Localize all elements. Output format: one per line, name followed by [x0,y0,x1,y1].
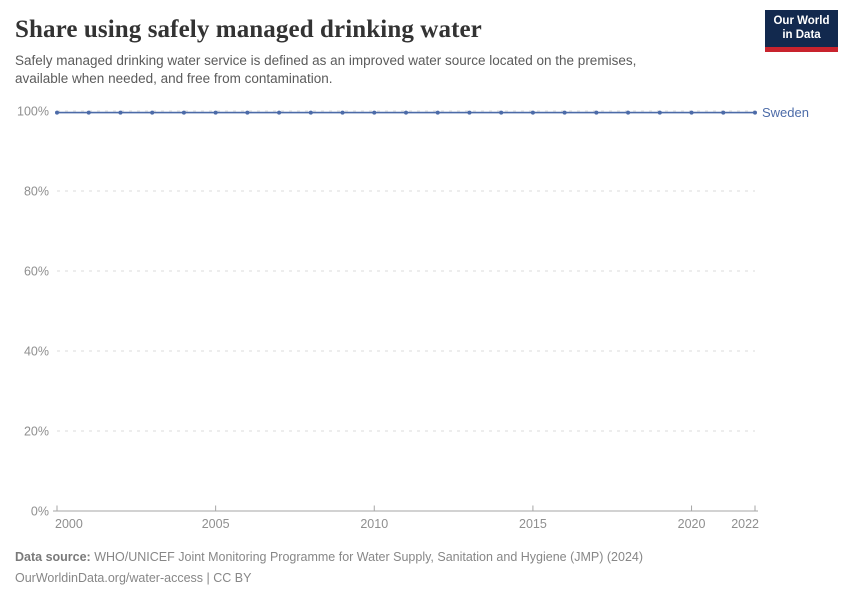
data-point-sweden-2013[interactable] [467,110,472,115]
data-source-label: Data source: [15,550,91,564]
data-point-sweden-2006[interactable] [245,110,250,115]
x-tick-label-2010: 2010 [360,517,388,531]
data-point-sweden-2015[interactable] [530,110,535,115]
data-point-sweden-2002[interactable] [118,110,123,115]
data-point-sweden-2003[interactable] [150,110,155,115]
data-point-sweden-2010[interactable] [372,110,377,115]
y-tick-label-60: 60% [24,265,49,279]
data-point-sweden-2022[interactable] [753,110,757,115]
data-point-sweden-2005[interactable] [213,110,218,115]
page-title: Share using safely managed drinking wate… [15,16,482,43]
data-point-sweden-2017[interactable] [594,110,599,115]
data-point-sweden-2001[interactable] [86,110,91,115]
logo-text-line2: in Data [782,28,821,41]
y-tick-label-100: 100% [17,105,49,119]
data-point-sweden-2020[interactable] [689,110,694,115]
data-point-sweden-2019[interactable] [657,110,662,115]
citation-line[interactable]: OurWorldinData.org/water-access | CC BY [15,571,252,585]
data-point-sweden-2008[interactable] [308,110,313,115]
y-tick-label-0: 0% [31,505,49,519]
y-tick-label-40: 40% [24,345,49,359]
data-source-line: Data source: WHO/UNICEF Joint Monitoring… [15,547,643,568]
data-point-sweden-2011[interactable] [404,110,408,115]
x-tick-label-2000: 2000 [55,517,83,531]
data-source-text: WHO/UNICEF Joint Monitoring Programme fo… [94,550,644,564]
y-tick-label-20: 20% [24,425,49,439]
x-tick-label-2020: 2020 [678,517,706,531]
owid-logo[interactable]: Our World in Data [765,10,838,52]
data-point-sweden-2016[interactable] [562,110,567,115]
data-point-sweden-2007[interactable] [277,110,282,115]
data-point-sweden-2018[interactable] [626,110,631,115]
chart-header: Share using safely managed drinking wate… [15,10,838,88]
data-point-sweden-2000[interactable] [55,110,59,115]
entity-label-sweden[interactable]: Sweden [762,105,809,120]
chart-subtitle: Safely managed drinking water service is… [15,53,637,87]
logo-text-line1: Our World [773,15,830,27]
y-tick-label-80: 80% [24,185,49,199]
x-tick-label-2015: 2015 [519,517,547,531]
data-point-sweden-2012[interactable] [435,110,440,115]
data-point-sweden-2014[interactable] [499,110,504,115]
chart-footer: Data source: WHO/UNICEF Joint Monitoring… [15,547,643,589]
data-point-sweden-2009[interactable] [340,110,345,115]
x-tick-label-2022: 2022 [731,517,759,531]
data-point-sweden-2004[interactable] [181,110,186,115]
data-point-sweden-2021[interactable] [721,110,726,115]
x-tick-label-2005: 2005 [202,517,230,531]
